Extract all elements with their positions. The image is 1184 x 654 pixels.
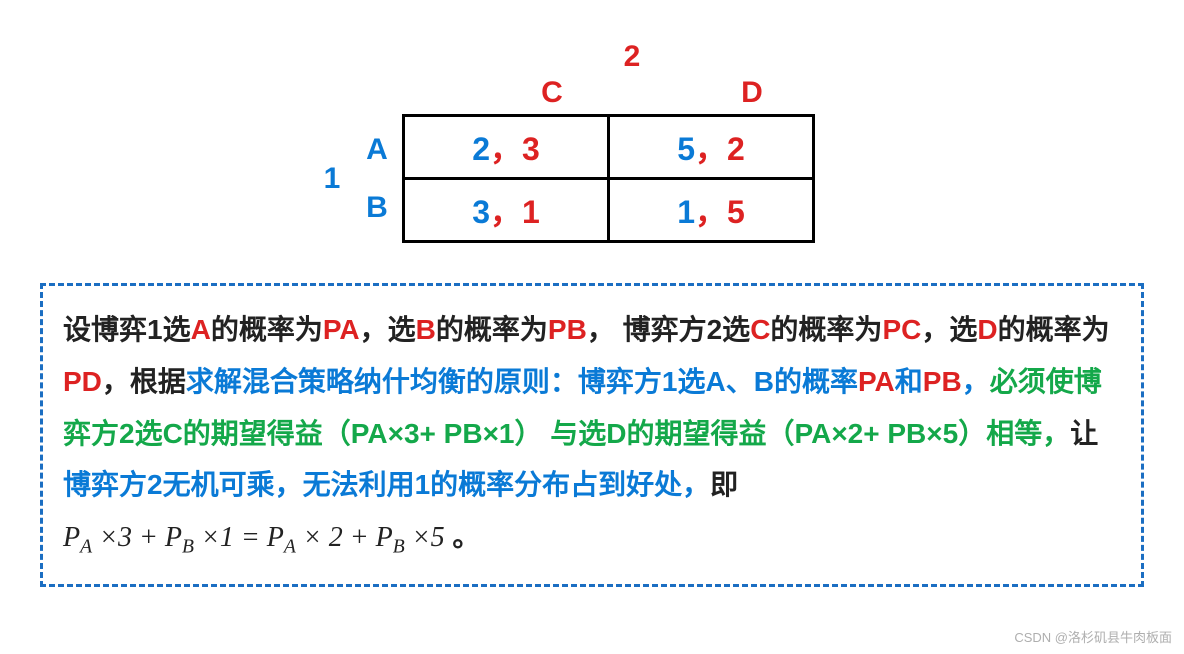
text: 设博弈1选 xyxy=(63,314,191,345)
text-red: PA xyxy=(323,314,360,345)
payoff-grid: 2，3 5，2 3，1 1，5 xyxy=(402,114,815,243)
text-blue: ， xyxy=(962,366,990,397)
text: ，选 xyxy=(921,314,977,345)
payoff-p2: 2 xyxy=(727,131,745,167)
text-red: C xyxy=(750,314,770,345)
text-red: B xyxy=(416,314,436,345)
player2-label: 2 xyxy=(312,40,872,74)
comma: ， xyxy=(490,194,522,230)
cell-a-c: 2，3 xyxy=(404,116,609,179)
text-red: PC xyxy=(882,314,921,345)
text-red: PA xyxy=(858,366,895,397)
payoff-p2: 1 xyxy=(522,194,540,230)
text-red: D xyxy=(977,314,997,345)
text: 即 xyxy=(710,469,738,500)
comma: ， xyxy=(490,131,522,167)
text: ，选 xyxy=(360,314,416,345)
watermark: CSDN @洛杉矶县牛肉板面 xyxy=(1014,627,1172,646)
row-headers: A B xyxy=(352,121,402,237)
payoff-p1: 5 xyxy=(677,131,695,167)
player1-label: 1 xyxy=(312,162,352,196)
text-blue: 和 xyxy=(895,366,923,397)
payoff-matrix: 2 C D 1 A B 2，3 5，2 3，1 1，5 xyxy=(312,40,872,243)
text-red: PB xyxy=(923,366,962,397)
text-blue: 博弈方2无机可乘，无法利用1的概率分布占到好处， xyxy=(63,469,710,500)
payoff-p1: 2 xyxy=(472,131,490,167)
comma: ， xyxy=(695,131,727,167)
text: 的概率为 xyxy=(211,314,323,345)
comma: ， xyxy=(695,194,727,230)
cell-b-c: 3，1 xyxy=(404,179,609,242)
col-header-c: C xyxy=(452,76,652,114)
text: 的概率为 xyxy=(436,314,548,345)
col-header-d: D xyxy=(652,76,852,114)
text: 。 xyxy=(445,521,481,552)
text-green: 与选D的期望得益（PA×2+ PB×5）相等， xyxy=(550,418,1070,449)
payoff-p1: 1 xyxy=(677,194,695,230)
matrix-body: 1 A B 2，3 5，2 3，1 1，5 xyxy=(312,114,872,243)
payoff-p2: 3 xyxy=(522,131,540,167)
text: ，根据 xyxy=(102,366,186,397)
payoff-p2: 5 xyxy=(727,194,745,230)
text: 让 xyxy=(1070,418,1098,449)
cell-b-d: 1，5 xyxy=(609,179,814,242)
text: 的概率为 xyxy=(998,314,1110,345)
cell-a-d: 5，2 xyxy=(609,116,814,179)
text: 的概率为 xyxy=(770,314,882,345)
text-red: PD xyxy=(63,366,102,397)
formula: PA ×3 + PB ×1 = PA × 2 + PB ×5 xyxy=(63,522,445,553)
text: ， 博弈方2选 xyxy=(587,314,750,345)
payoff-p1: 3 xyxy=(472,194,490,230)
text-blue: 求解混合策略纳什均衡的原则：博弈方1选A、B的概率 xyxy=(186,366,858,397)
row-header-a: A xyxy=(352,121,402,179)
row-header-b: B xyxy=(352,179,402,237)
text-red: A xyxy=(191,314,211,345)
column-headers: C D xyxy=(312,76,872,114)
explanation-box: 设博弈1选A的概率为PA，选B的概率为PB， 博弈方2选C的概率为PC，选D的概… xyxy=(40,283,1144,587)
text-red: PB xyxy=(548,314,587,345)
